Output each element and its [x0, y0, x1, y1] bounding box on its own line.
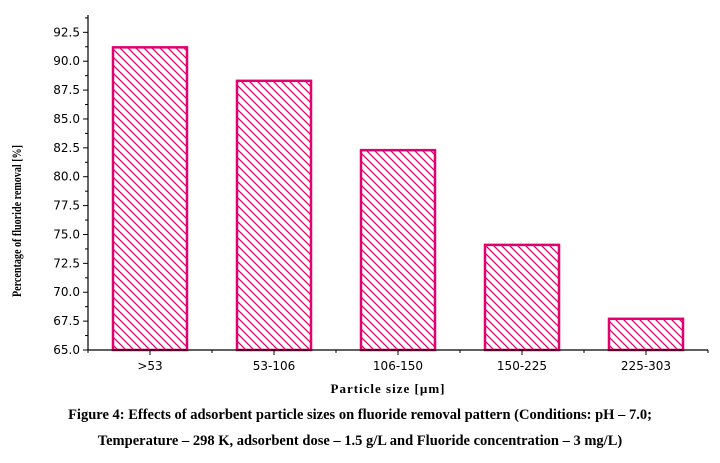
y-tick-label-4: 75.0 — [53, 227, 80, 241]
y-tick-label-1: 67.5 — [53, 314, 80, 328]
x-tick-label-2: 106-150 — [373, 359, 423, 373]
bar-3 — [483, 243, 561, 352]
x-axis-title: Particle size [µm] — [331, 381, 446, 396]
y-tick-label-7: 82.5 — [53, 141, 80, 155]
y-tick-label-3: 72.5 — [53, 256, 80, 270]
y-tick-label-6: 80.0 — [53, 170, 80, 184]
bar-0 — [111, 46, 189, 352]
bar-4 — [607, 317, 685, 352]
y-tick-label-10: 90.0 — [53, 54, 80, 68]
bars-group — [111, 46, 685, 352]
bar-2 — [359, 148, 437, 352]
y-axis-title: Percentage of fluoride removal [%] — [9, 145, 24, 297]
x-ticks-group: >53 53-106 106-150 150-225 225-303 — [87, 350, 709, 373]
x-tick-label-1: 53-106 — [253, 359, 296, 373]
y-tick-label-9: 87.5 — [53, 83, 80, 97]
x-tick-label-0: >53 — [137, 359, 162, 373]
y-tick-label-8: 85.0 — [53, 112, 80, 126]
caption-line-1: Figure 4: Effects of adsorbent particle … — [68, 407, 652, 423]
y-tick-label-5: 77.5 — [53, 199, 80, 213]
bar-1 — [235, 79, 313, 352]
x-tick-label-4: 225-303 — [621, 359, 671, 373]
bar-chart: 65.0 67.5 70.0 72.5 75.0 77.5 80.0 82.5 85.0 87.5… — [9, 15, 709, 396]
caption-line-2: Temperature – 298 K, adsorbent dose – 1.… — [97, 433, 623, 449]
y-tick-label-2: 70.0 — [53, 285, 80, 299]
x-tick-label-3: 150-225 — [497, 359, 547, 373]
y-tick-label-0: 65.0 — [53, 343, 80, 357]
figure-caption: Figure 4: Effects of adsorbent particle … — [0, 402, 720, 454]
y-ticks-group: 65.0 67.5 70.0 72.5 75.0 77.5 80.0 82.5 85.0 87.5… — [53, 17, 88, 357]
y-tick-label-11: 92.5 — [53, 25, 80, 39]
